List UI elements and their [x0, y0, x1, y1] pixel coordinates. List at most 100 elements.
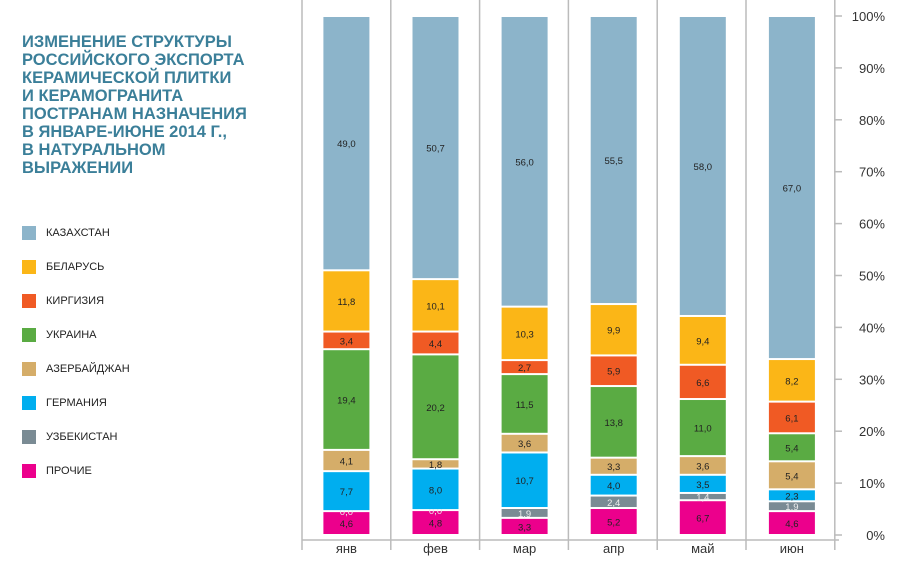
chart-title: ИЗМЕНЕНИЕ СТРУКТУРЫ РОССИЙСКОГО ЭКСПОРТА К…: [22, 33, 247, 177]
bar-segment: [501, 307, 548, 360]
data-label: 1,9: [518, 509, 531, 520]
x-tick-label: фев: [423, 541, 448, 556]
data-label: 3,6: [518, 439, 531, 450]
data-label: 6,7: [696, 514, 709, 525]
bar-segment: [323, 472, 370, 511]
bar-segment: [412, 355, 459, 459]
data-label: 11,5: [516, 400, 534, 411]
data-label: 3,4: [340, 336, 353, 347]
legend-swatch: [22, 396, 36, 410]
data-label: 9,4: [696, 336, 709, 347]
legend-item: КИРГИЗИЯ: [22, 284, 130, 318]
data-label: 3,3: [518, 522, 531, 533]
bar-segment: [590, 496, 637, 508]
bar-segment: [412, 280, 459, 331]
bar-segment: [768, 512, 815, 534]
bar-segment: [323, 17, 370, 270]
data-label: 10,7: [515, 476, 534, 487]
bar-segment: [412, 469, 459, 510]
legend-swatch: [22, 294, 36, 308]
legend: КАЗАХСТАН БЕЛАРУСЬ КИРГИЗИЯ УКРАИНА АЗЕРБАЙД…: [22, 216, 130, 488]
x-tick-label: янв: [336, 541, 357, 556]
data-label: 4,0: [607, 481, 620, 492]
legend-label: КАЗАХСТАН: [46, 227, 110, 239]
legend-item: АЗЕРБАЙДЖАН: [22, 352, 130, 386]
bar-segment: [768, 490, 815, 501]
y-tick-label: 10%: [859, 476, 885, 491]
bar-segment: [501, 518, 548, 534]
data-label: 3,6: [696, 461, 709, 472]
legend-swatch: [22, 328, 36, 342]
bar-segment: [412, 17, 459, 279]
bar-segment: [501, 509, 548, 517]
bar-segment: [679, 493, 726, 500]
data-label: 2,7: [518, 363, 531, 374]
bar-segment: [590, 509, 637, 534]
data-label: 10,3: [515, 329, 534, 340]
data-label: 3,5: [696, 480, 709, 491]
bar-segment: [679, 365, 726, 399]
data-label: 11,0: [694, 424, 712, 435]
data-label: 13,8: [604, 418, 623, 429]
y-tick-label: 50%: [859, 269, 885, 284]
x-tick-label: апр: [603, 541, 625, 556]
legend-label: БЕЛАРУСЬ: [46, 261, 105, 273]
data-label: 1,8: [429, 460, 442, 471]
data-label: 19,4: [337, 396, 356, 407]
data-label: 4,6: [785, 519, 798, 530]
bar-segment: [323, 350, 370, 449]
legend-label: КИРГИЗИЯ: [46, 295, 105, 307]
y-tick-label: 70%: [859, 165, 885, 180]
bar-segment: [679, 316, 726, 364]
data-label: 4,8: [429, 519, 442, 530]
data-label: 10,1: [426, 301, 445, 312]
bar-segment: [679, 17, 726, 315]
data-label: 0,0: [340, 507, 353, 518]
bar-segment: [501, 375, 548, 433]
legend-label: УКРАИНА: [46, 329, 97, 341]
legend-label: УЗБЕКИСТАН: [46, 431, 118, 443]
data-label: 0,0: [429, 506, 442, 517]
data-label: 4,1: [340, 457, 353, 468]
data-label: 4,6: [340, 519, 353, 530]
bar-segment: [501, 17, 548, 306]
legend-swatch: [22, 226, 36, 240]
bar-segment: [679, 501, 726, 534]
bar-segment: [768, 462, 815, 489]
data-label: 2,3: [785, 491, 798, 502]
data-label: 8,2: [785, 376, 798, 387]
bar-segment: [768, 402, 815, 433]
y-tick-label: 0%: [866, 528, 885, 543]
bar-segment: [412, 460, 459, 468]
bar-segment: [679, 457, 726, 474]
data-label: 55,5: [604, 156, 623, 167]
data-label: 49,0: [337, 139, 356, 150]
legend-swatch: [22, 464, 36, 478]
legend-label: АЗЕРБАЙДЖАН: [46, 363, 130, 375]
bar-segment: [590, 458, 637, 474]
bar-segment: [768, 17, 815, 359]
data-label: 8,0: [429, 485, 442, 496]
y-tick-label: 40%: [859, 320, 885, 335]
bar-segment: [768, 360, 815, 401]
legend-item: УКРАИНА: [22, 318, 130, 352]
legend-swatch: [22, 430, 36, 444]
y-tick-label: 60%: [859, 217, 885, 232]
bar-segment: [412, 332, 459, 354]
x-tick-label: июн: [780, 541, 804, 556]
bar-segment: [590, 356, 637, 386]
bar-segment: [679, 475, 726, 492]
data-label: 4,4: [429, 339, 442, 350]
bar-segment: [323, 512, 370, 534]
legend-item: БЕЛАРУСЬ: [22, 250, 130, 284]
legend-item: ПРОЧИЕ: [22, 454, 130, 488]
bar-segment: [768, 502, 815, 511]
bar-segment: [501, 434, 548, 452]
data-label: 6,1: [785, 413, 798, 424]
data-label: 5,2: [607, 518, 620, 529]
data-label: 5,4: [785, 443, 798, 454]
data-label: 58,0: [694, 162, 713, 173]
y-tick-label: 100%: [852, 9, 886, 24]
bar-segment: [590, 305, 637, 355]
